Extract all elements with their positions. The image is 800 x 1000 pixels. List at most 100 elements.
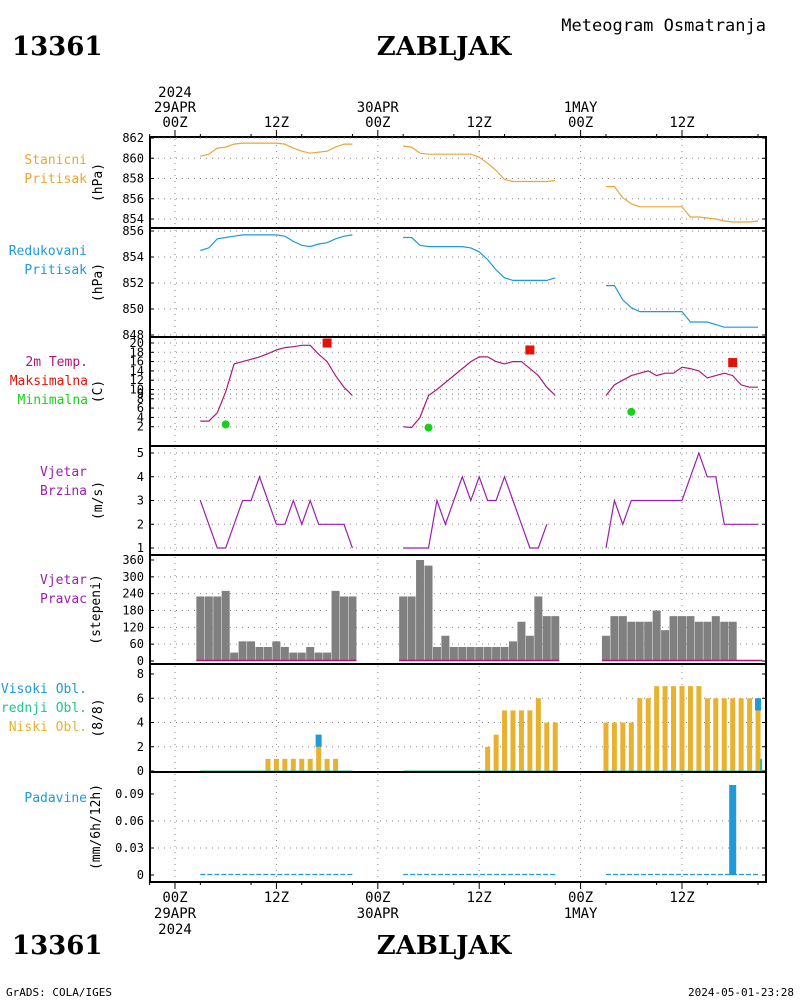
cloud-low-bar xyxy=(721,698,727,771)
wind-direction-bar xyxy=(255,646,264,661)
cloud-low-bar xyxy=(662,686,668,771)
wind-speed-unit-label: (m/s) xyxy=(91,481,106,520)
precip-bar xyxy=(729,785,737,875)
temp-max-marker xyxy=(322,338,332,348)
cloud-low-bar xyxy=(493,734,499,771)
reduced-pressure-ytick-label: 856 xyxy=(122,224,144,238)
cloud-low-bar xyxy=(687,686,693,771)
wind-direction-bar xyxy=(635,621,644,661)
station-pressure-label: Stanicni xyxy=(24,153,87,168)
wind-direction-bar xyxy=(314,652,323,661)
station-pressure-series-line xyxy=(403,145,556,183)
wind-direction-bar xyxy=(221,590,230,661)
cloud-low-bar xyxy=(535,698,541,771)
wind-direction-bar xyxy=(669,616,678,661)
cloud-low-bar xyxy=(755,698,761,771)
cloud-low-bar xyxy=(730,698,736,771)
wind-direction-bar xyxy=(728,621,737,661)
chart-title: Meteogram Osmatranja xyxy=(561,16,766,36)
wind-direction-bar xyxy=(483,646,492,661)
wind-direction-bar xyxy=(492,646,501,661)
cloud-low-bar xyxy=(502,710,508,771)
cloud-low-bar xyxy=(645,698,651,771)
wind-direction-bar xyxy=(297,652,306,661)
station-pressure-unit-label: (hPa) xyxy=(91,163,106,202)
temperature-ytick-label: 2 xyxy=(137,420,144,434)
cloud-cover-ytick-label: 2 xyxy=(137,740,144,754)
wind-speed-ytick-label: 3 xyxy=(137,494,144,508)
wind-direction-ytick-label: 120 xyxy=(122,620,144,634)
reduced-pressure-label: Redukovani xyxy=(9,244,87,259)
station-name-top: ZABLJAK xyxy=(377,32,513,62)
station-pressure-series-line xyxy=(200,142,353,157)
cloud-low-bar xyxy=(544,722,550,771)
reduced-pressure-ytick-label: 854 xyxy=(122,250,144,264)
wind-speed-series-line xyxy=(403,475,548,549)
wind-direction-ytick-label: 0 xyxy=(137,654,144,668)
cloud-low-bar xyxy=(307,758,313,771)
cloud-cover-ytick-label: 6 xyxy=(137,691,144,705)
wind-direction-bar xyxy=(534,596,543,661)
cloud-cover-ytick-label: 4 xyxy=(137,716,144,730)
temperature-ytick-label: 10 xyxy=(130,383,144,397)
cloud-low-bar xyxy=(747,698,753,771)
temp-max-marker xyxy=(728,358,738,368)
wind-direction-bar xyxy=(601,635,610,661)
station-pressure-ytick-label: 854 xyxy=(122,212,144,226)
bottom-time-label: 29APR xyxy=(154,906,197,922)
precipitation-ytick-label: 0.09 xyxy=(115,787,144,801)
station-pressure-label: Pritisak xyxy=(24,172,87,187)
precipitation-ytick-label: 0.03 xyxy=(115,841,144,855)
top-time-label: 29APR xyxy=(154,100,197,116)
plot-frame xyxy=(149,136,767,883)
station-id-bottom: 13361 xyxy=(12,931,102,961)
plot-area: 854856858860862(hPa)StanicniPritisak8488… xyxy=(0,85,767,938)
wind-direction-bar xyxy=(720,621,729,661)
wind-direction-bar xyxy=(204,596,213,661)
wind-direction-bar xyxy=(449,646,458,661)
wind-direction-bar xyxy=(280,646,289,661)
reduced-pressure-series-line xyxy=(403,236,556,281)
cloud-low-bar xyxy=(620,722,626,771)
wind-direction-bar xyxy=(238,641,247,661)
top-time-label: 1MAY xyxy=(564,100,598,116)
wind-direction-label: Pravac xyxy=(40,592,87,607)
wind-direction-label: Vjetar xyxy=(40,573,87,588)
temperature-label: 2m Temp. xyxy=(25,355,88,370)
cloud-low-bar xyxy=(679,686,685,771)
temp-min-marker xyxy=(221,420,230,429)
station-pressure-ytick-label: 856 xyxy=(122,192,144,206)
cloud-high-bar xyxy=(315,734,322,747)
credit: GrADS: COLA/IGES xyxy=(6,986,112,999)
top-time-label: 30APR xyxy=(357,100,400,116)
wind-direction-bar xyxy=(289,652,298,661)
temperature-label: Maksimalna xyxy=(10,374,88,389)
wind-direction-bar xyxy=(610,616,619,661)
wind-direction-bar xyxy=(432,646,441,661)
bottom-time-label: 12Z xyxy=(467,890,492,906)
wind-direction-bar xyxy=(407,596,416,661)
cloud-cover-ytick-label: 0 xyxy=(137,764,144,778)
wind-direction-bar xyxy=(661,630,670,661)
wind-direction-bar xyxy=(686,616,695,661)
cloud-low-bar xyxy=(273,758,279,771)
cloud-low-bar xyxy=(485,746,491,771)
temperature-ytick-label: 18 xyxy=(130,345,144,359)
wind-direction-bar xyxy=(551,616,560,661)
bottom-time-label: 12Z xyxy=(669,890,694,906)
temperature-ytick-label: 9 xyxy=(137,387,144,401)
wind-direction-bar xyxy=(711,616,720,661)
cloud-low-bar xyxy=(333,758,339,771)
wind-direction-bar xyxy=(348,596,357,661)
temperature-series-line xyxy=(605,366,758,396)
wind-direction-bar xyxy=(703,621,712,661)
cloud-low-bar xyxy=(704,698,710,771)
wind-direction-ytick-label: 240 xyxy=(122,587,144,601)
wind-direction-bar xyxy=(694,621,703,661)
cloud-low-bar xyxy=(637,698,643,771)
bottom-time-label: 30APR xyxy=(357,906,400,922)
cloud-low-bar xyxy=(265,758,271,771)
cloud-low-bar xyxy=(316,746,322,771)
cloud-high-bar xyxy=(755,698,762,711)
